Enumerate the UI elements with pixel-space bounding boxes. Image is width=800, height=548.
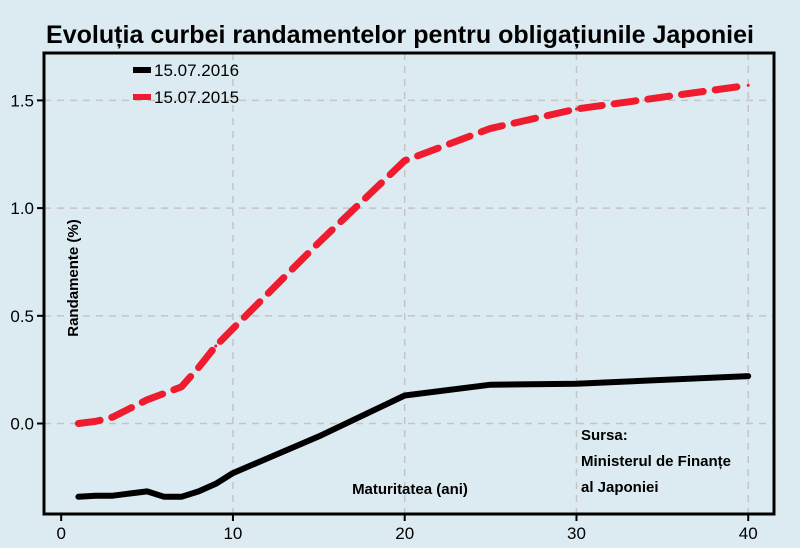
legend-label-2016: 15.07.2016 [154, 61, 239, 80]
legend-label-2015: 15.07.2015 [154, 88, 239, 107]
x-tick-label: 30 [567, 524, 586, 543]
series-point-15-07-2016 [111, 494, 115, 498]
chart-title: Evoluția curbei randamentelor pentru obl… [46, 21, 754, 49]
y-tick-label: 1.0 [10, 199, 34, 218]
series-point-15-07-2016 [128, 492, 132, 496]
x-tick-label: 10 [223, 524, 242, 543]
axis-ticks: 0 10 20 30 40 0.0 0.5 1.0 1.5 [10, 91, 757, 543]
y-tick-label: 1.5 [10, 91, 34, 110]
source-line-2: al Japoniei [581, 479, 659, 496]
series-point-15-07-2015 [214, 344, 218, 348]
source-note: Sursa: Ministerul de Finanțe al Japoniei [581, 427, 731, 496]
y-tick-label: 0.0 [10, 415, 34, 434]
series-point-15-07-2015 [128, 406, 132, 410]
series-point-15-07-2015 [231, 327, 235, 331]
series-lines [74, 81, 752, 500]
series-point-15-07-2015 [162, 391, 166, 395]
series-point-15-07-2015 [76, 422, 80, 426]
series-point-15-07-2015 [317, 241, 321, 245]
series-point-15-07-2016 [214, 482, 218, 486]
series-point-15-07-2015 [403, 159, 407, 163]
y-tick-label: 0.5 [10, 307, 34, 326]
series-point-15-07-2016 [94, 494, 98, 498]
source-heading: Sursa: [581, 427, 628, 444]
series-point-15-07-2015 [145, 398, 149, 402]
series-point-15-07-2016 [231, 471, 235, 475]
series-point-15-07-2016 [76, 495, 80, 499]
x-tick-label: 40 [739, 524, 758, 543]
series-point-15-07-2016 [317, 434, 321, 438]
series-point-15-07-2015 [179, 385, 183, 389]
series-point-15-07-2015 [489, 126, 493, 130]
x-tick-label: 0 [56, 524, 65, 543]
source-line-1: Ministerul de Finanțe [581, 453, 731, 470]
plot-frame [42, 51, 776, 516]
grid-lines [44, 53, 774, 514]
legend: 15.07.2016 15.07.2015 [133, 61, 239, 107]
series-point-15-07-2016 [489, 383, 493, 387]
x-tick-label: 20 [395, 524, 414, 543]
series-point-15-07-2016 [145, 489, 149, 493]
x-axis-title: Maturitatea (ani) [352, 481, 468, 498]
series-point-15-07-2016 [403, 394, 407, 398]
series-point-15-07-2016 [197, 489, 201, 493]
series-point-15-07-2016 [162, 495, 166, 499]
series-point-15-07-2015 [574, 107, 578, 111]
series-point-15-07-2016 [179, 495, 183, 499]
y-axis-title: Randamente (%) [65, 219, 82, 337]
series-point-15-07-2016 [574, 382, 578, 386]
series-point-15-07-2015 [746, 83, 750, 87]
series-point-15-07-2015 [94, 419, 98, 423]
series-point-15-07-2015 [197, 366, 201, 370]
series-point-15-07-2015 [111, 415, 115, 419]
series-point-15-07-2016 [746, 374, 750, 378]
